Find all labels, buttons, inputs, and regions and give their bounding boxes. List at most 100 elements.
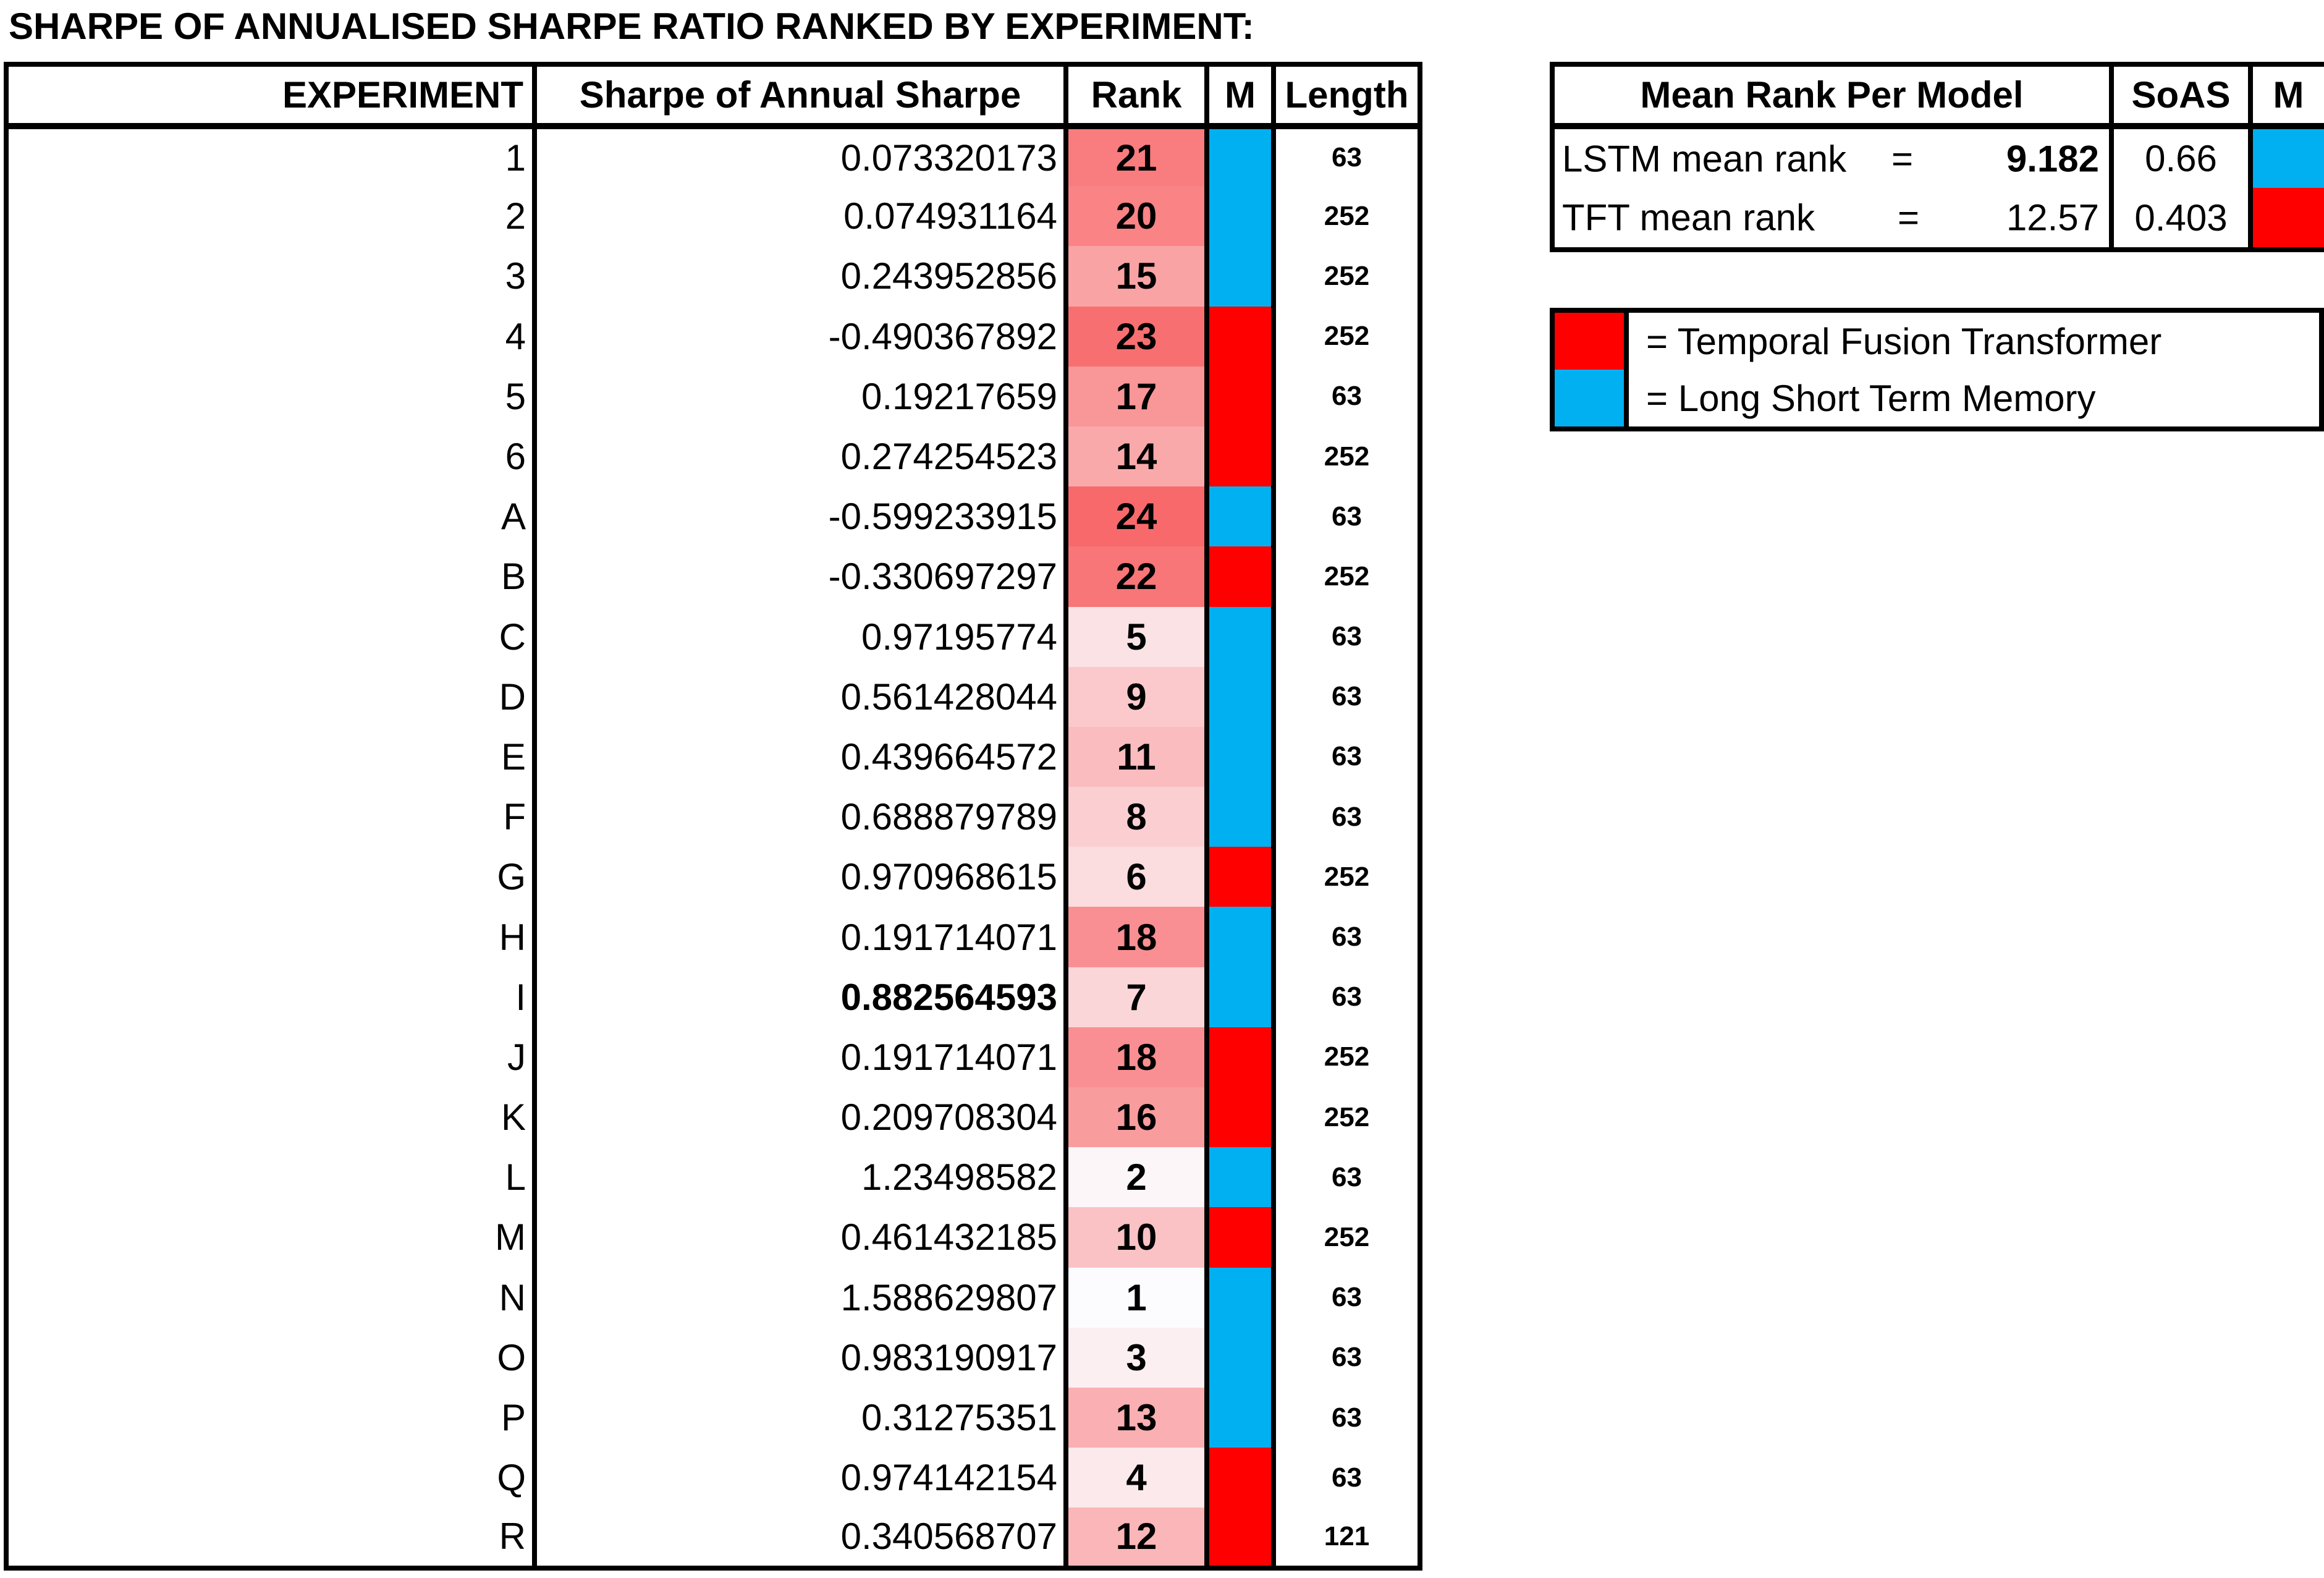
rank-cell[interactable]: 21	[1063, 126, 1209, 187]
length-cell[interactable]: 63	[1271, 1448, 1422, 1508]
header-mean-rank[interactable]: Mean Rank Per Model	[1550, 62, 2114, 129]
sharpe-cell[interactable]: 0.970968615	[532, 847, 1068, 907]
rank-cell[interactable]: 11	[1063, 726, 1209, 787]
rank-cell[interactable]: 20	[1063, 186, 1209, 247]
experiment-cell[interactable]: F	[4, 787, 537, 847]
experiment-cell[interactable]: N	[4, 1267, 537, 1328]
experiment-cell[interactable]: C	[4, 606, 537, 667]
model-cell[interactable]	[1204, 1147, 1276, 1208]
sharpe-cell[interactable]: 0.073320173	[532, 126, 1068, 187]
rank-cell[interactable]: 13	[1063, 1387, 1209, 1448]
summary-label-cell[interactable]: TFT mean rank = 12.57	[1550, 188, 2114, 250]
sharpe-cell[interactable]: 0.983190917	[532, 1327, 1068, 1388]
length-cell[interactable]: 252	[1271, 186, 1422, 247]
summary-label-cell[interactable]: LSTM mean rank = 9.182	[1550, 126, 2114, 188]
experiment-cell[interactable]: B	[4, 546, 537, 607]
experiment-cell[interactable]: A	[4, 486, 537, 547]
model-cell[interactable]	[1204, 1027, 1276, 1087]
length-cell[interactable]: 63	[1271, 1267, 1422, 1328]
rank-cell[interactable]: 17	[1063, 366, 1209, 426]
rank-cell[interactable]: 4	[1063, 1448, 1209, 1508]
model-cell[interactable]	[1204, 666, 1276, 727]
model-cell[interactable]	[1204, 787, 1276, 847]
rank-cell[interactable]: 24	[1063, 486, 1209, 547]
length-cell[interactable]: 252	[1271, 1087, 1422, 1148]
summary-soas[interactable]: 0.66	[2109, 126, 2253, 188]
experiment-cell[interactable]: L	[4, 1147, 537, 1208]
length-cell[interactable]: 252	[1271, 546, 1422, 607]
sharpe-cell[interactable]: 0.19217659	[532, 366, 1068, 426]
model-cell[interactable]	[1204, 186, 1276, 247]
experiment-cell[interactable]: J	[4, 1027, 537, 1087]
length-cell[interactable]: 121	[1271, 1508, 1422, 1568]
length-cell[interactable]: 252	[1271, 306, 1422, 367]
sharpe-cell[interactable]: 0.31275351	[532, 1387, 1068, 1448]
rank-cell[interactable]: 22	[1063, 546, 1209, 607]
sharpe-cell[interactable]: -0.490367892	[532, 306, 1068, 367]
sharpe-cell[interactable]: 0.209708304	[532, 1087, 1068, 1148]
length-cell[interactable]: 63	[1271, 726, 1422, 787]
length-cell[interactable]: 63	[1271, 486, 1422, 547]
experiment-cell[interactable]: K	[4, 1087, 537, 1148]
length-cell[interactable]: 63	[1271, 366, 1422, 426]
model-cell[interactable]	[1204, 1387, 1276, 1448]
sharpe-cell[interactable]: 0.882564593	[532, 967, 1068, 1027]
rank-cell[interactable]: 18	[1063, 1027, 1209, 1087]
length-cell[interactable]: 63	[1271, 1147, 1422, 1208]
experiment-cell[interactable]: I	[4, 967, 537, 1027]
header-model[interactable]: M	[1204, 62, 1276, 129]
experiment-cell[interactable]: G	[4, 847, 537, 907]
sharpe-cell[interactable]: 0.439664572	[532, 726, 1068, 787]
length-cell[interactable]: 63	[1271, 967, 1422, 1027]
rank-cell[interactable]: 5	[1063, 606, 1209, 667]
sharpe-cell[interactable]: 0.243952856	[532, 246, 1068, 307]
length-cell[interactable]: 252	[1271, 426, 1422, 487]
model-cell[interactable]	[1204, 546, 1276, 607]
experiment-cell[interactable]: R	[4, 1508, 537, 1568]
model-cell[interactable]	[1204, 1267, 1276, 1328]
header-experiment[interactable]: EXPERIMENT	[4, 62, 537, 129]
sharpe-cell[interactable]: 0.97195774	[532, 606, 1068, 667]
sharpe-cell[interactable]: 0.191714071	[532, 907, 1068, 967]
header-length[interactable]: Length	[1271, 62, 1422, 129]
model-cell[interactable]	[1204, 967, 1276, 1027]
experiment-cell[interactable]: O	[4, 1327, 537, 1388]
model-cell[interactable]	[1204, 847, 1276, 907]
length-cell[interactable]: 252	[1271, 1027, 1422, 1087]
sharpe-cell[interactable]: -0.599233915	[532, 486, 1068, 547]
sharpe-cell[interactable]: 0.974142154	[532, 1448, 1068, 1508]
length-cell[interactable]: 63	[1271, 787, 1422, 847]
sharpe-cell[interactable]: 0.688879789	[532, 787, 1068, 847]
summary-model-swatch-tft[interactable]	[2248, 188, 2324, 250]
sharpe-cell[interactable]: 0.340568707	[532, 1508, 1068, 1568]
rank-cell[interactable]: 10	[1063, 1207, 1209, 1268]
model-cell[interactable]	[1204, 366, 1276, 426]
model-cell[interactable]	[1204, 1508, 1276, 1568]
rank-cell[interactable]: 3	[1063, 1327, 1209, 1388]
length-cell[interactable]: 63	[1271, 126, 1422, 187]
experiment-cell[interactable]: 1	[4, 126, 537, 187]
header-summary-model[interactable]: M	[2248, 62, 2324, 129]
header-rank[interactable]: Rank	[1063, 62, 1209, 129]
rank-cell[interactable]: 7	[1063, 967, 1209, 1027]
model-cell[interactable]	[1204, 486, 1276, 547]
model-cell[interactable]	[1204, 246, 1276, 307]
experiment-cell[interactable]: 2	[4, 186, 537, 247]
sharpe-cell[interactable]: 0.274254523	[532, 426, 1068, 487]
rank-cell[interactable]: 6	[1063, 847, 1209, 907]
length-cell[interactable]: 63	[1271, 1327, 1422, 1388]
rank-cell[interactable]: 9	[1063, 666, 1209, 727]
model-cell[interactable]	[1204, 606, 1276, 667]
experiment-cell[interactable]: Q	[4, 1448, 537, 1508]
sharpe-cell[interactable]: 0.074931164	[532, 186, 1068, 247]
model-cell[interactable]	[1204, 907, 1276, 967]
header-soas[interactable]: SoAS	[2109, 62, 2253, 129]
length-cell[interactable]: 252	[1271, 1207, 1422, 1268]
experiment-cell[interactable]: 5	[4, 366, 537, 426]
model-cell[interactable]	[1204, 1327, 1276, 1388]
experiment-cell[interactable]: 3	[4, 246, 537, 307]
rank-cell[interactable]: 1	[1063, 1267, 1209, 1328]
sharpe-cell[interactable]: 0.561428044	[532, 666, 1068, 727]
rank-cell[interactable]: 2	[1063, 1147, 1209, 1208]
experiment-cell[interactable]: H	[4, 907, 537, 967]
